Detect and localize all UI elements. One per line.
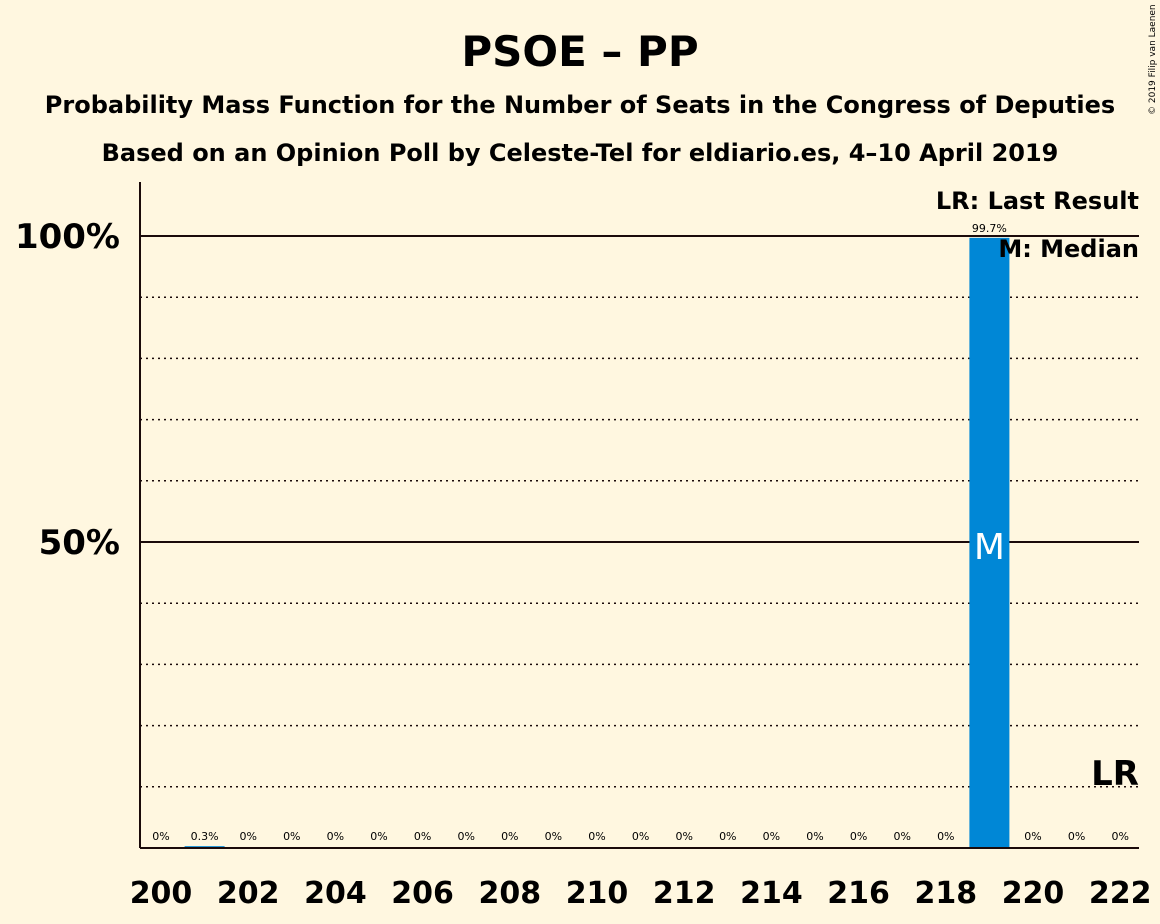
legend: LR: Last Result M: Median (936, 187, 1139, 263)
data-label-207: 0% (457, 830, 474, 843)
data-label-206: 0% (414, 830, 431, 843)
copyright-notice: © 2019 Filip van Laenen (1148, 4, 1158, 115)
data-label-218: 0% (937, 830, 954, 843)
data-label-211: 0% (632, 830, 649, 843)
data-label-201: 0.3% (191, 830, 219, 843)
data-label-217: 0% (893, 830, 910, 843)
data-label-204: 0% (327, 830, 344, 843)
x-tick-label: 208 (478, 876, 541, 911)
data-label-212: 0% (675, 830, 692, 843)
data-label-203: 0% (283, 830, 300, 843)
data-labels-layer: 0% 0.3% 0% 0% 0% 0% 0% 0% 0% 0% 0% 0% 0% 0% 0% 0% 0% 0% 0%… (152, 222, 1139, 843)
x-tick-label: 216 (827, 876, 890, 911)
data-label-215: 0% (806, 830, 823, 843)
x-tick-label: 210 (566, 876, 629, 911)
data-label-216: 0% (850, 830, 867, 843)
x-tick-label: 206 (391, 876, 454, 911)
data-label-210: 0% (588, 830, 605, 843)
data-label-202: 0% (239, 830, 256, 843)
legend-last-result: LR: Last Result (936, 187, 1139, 215)
x-tick-label: 218 (914, 876, 977, 911)
median-marker: M (974, 527, 1005, 568)
bars-layer (184, 237, 1010, 848)
y-tick-label: 50% (39, 523, 120, 563)
last-result-marker: LR (1091, 754, 1139, 794)
chart-title: PSOE – PP (461, 27, 698, 76)
axes-layer: 50% 100% 200 202 204 206 208 210 212 214 216 218 220… (15, 182, 1152, 911)
data-label-200: 0% (152, 830, 169, 843)
x-tick-label: 220 (1002, 876, 1065, 911)
x-tick-label: 202 (217, 876, 280, 911)
x-tick-label: 214 (740, 876, 803, 911)
data-label-222: 0% (1111, 830, 1128, 843)
data-label-209: 0% (545, 830, 562, 843)
bar-219 (969, 237, 1010, 848)
chart-subtitle-source: Based on an Opinion Poll by Celeste-Tel … (102, 139, 1059, 167)
data-label-213: 0% (719, 830, 736, 843)
x-tick-label: 200 (130, 876, 193, 911)
chart-subtitle: Probability Mass Function for the Number… (45, 91, 1115, 119)
x-tick-label: 212 (653, 876, 716, 911)
data-label-214: 0% (763, 830, 780, 843)
data-label-220: 0% (1024, 830, 1041, 843)
x-tick-label: 204 (304, 876, 367, 911)
data-label-221: 0% (1068, 830, 1085, 843)
data-label-205: 0% (370, 830, 387, 843)
y-tick-label: 100% (15, 217, 120, 257)
data-label-208: 0% (501, 830, 518, 843)
legend-median: M: Median (998, 235, 1139, 263)
x-tick-label: 222 (1089, 876, 1152, 911)
data-label-219: 99.7% (972, 222, 1007, 235)
